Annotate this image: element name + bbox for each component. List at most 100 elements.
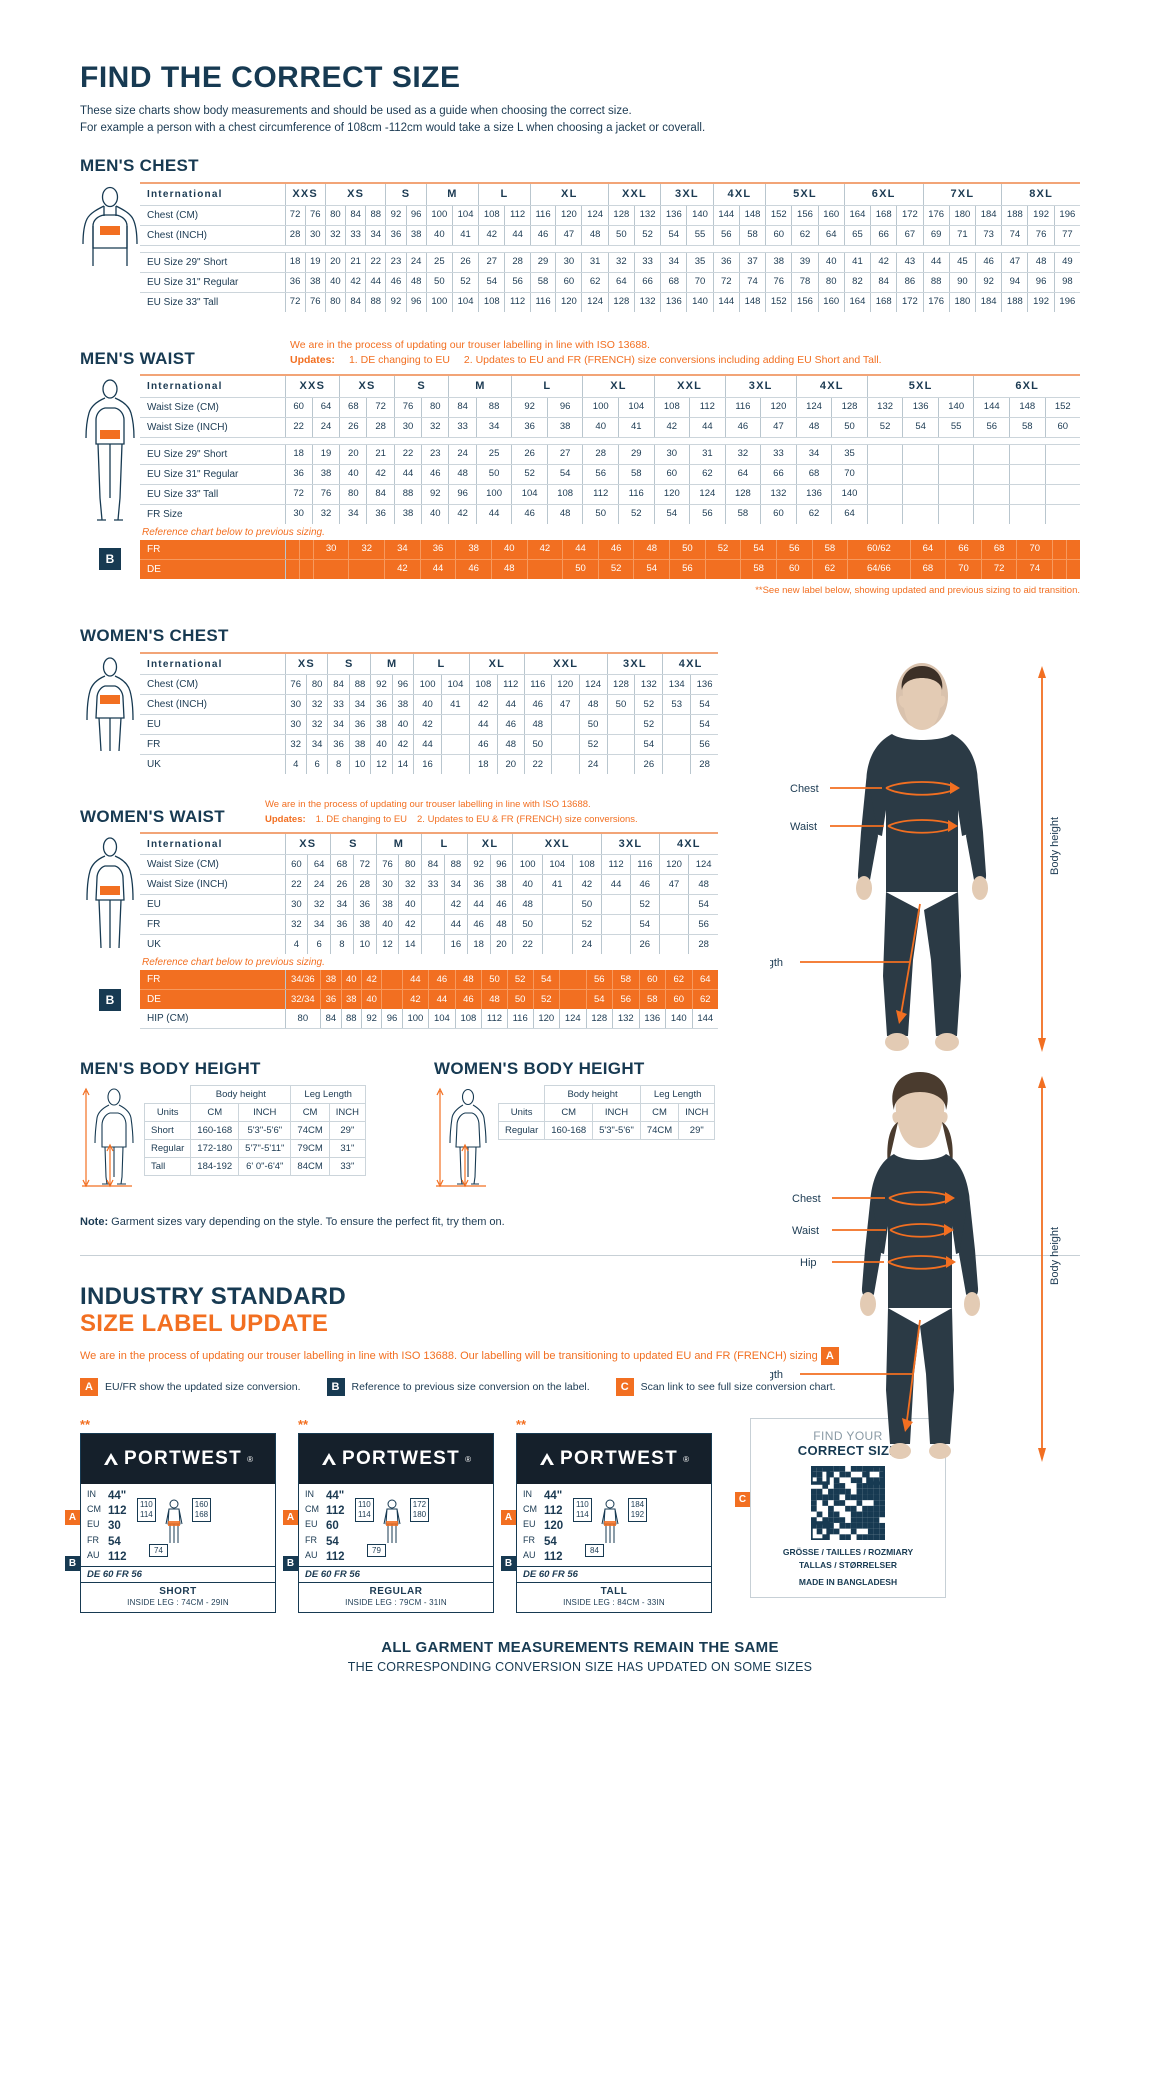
cell [938, 444, 975, 465]
table-row: UK 4 6 8 10 12 14 16 18 20 22 24 26 28 [140, 934, 718, 955]
cell: 40 [426, 225, 453, 246]
cell: 144 [713, 292, 740, 312]
womens-chest-title: WOMEN'S CHEST [80, 625, 229, 645]
cell: 136 [660, 292, 688, 312]
waist-range-box: 110 114 [355, 1498, 374, 1523]
size-key: CM [305, 1504, 319, 1515]
cell [938, 484, 975, 505]
row-label: Regular [497, 1121, 546, 1141]
cell: 124 [559, 1009, 587, 1030]
size-key: EU [87, 1519, 100, 1530]
mens-waist-update-2: 2. Updates to EU and FR (FRENCH) size co… [463, 354, 882, 367]
cell: 44 [601, 874, 631, 896]
cell: 62 [692, 989, 718, 1010]
cell: 48 [497, 734, 525, 756]
cell: 72 [353, 854, 377, 876]
mens-waist-legacy-table: FR 30 32 34 36 38 40 42 44 46 48 50 52 54 56 58 60/62 64 6… [140, 539, 1080, 579]
cell: 48 [406, 272, 427, 293]
cell: 136 [796, 484, 833, 505]
cell: 42 [654, 417, 691, 438]
cell: 26 [452, 252, 480, 273]
table-row: Waist Size (INCH) 22 24 26 28 30 32 33 34 36 38 40 4… [140, 874, 718, 896]
cell: 28 [698, 938, 709, 950]
cell: 32 [285, 914, 309, 936]
bottom-title-line1: INDUSTRY STANDARD [80, 1283, 346, 1311]
cell [285, 539, 300, 560]
mens-waist-updates-label: Updates: [290, 354, 335, 367]
table-row: Chest (INCH) 28 30 32 33 34 36 38 40 41 42 44 46 47 48… [140, 225, 1080, 246]
cell: 50 [608, 225, 635, 246]
closing-line-2: THE CORRESPONDING CONVERSION SIZE HAS UP… [347, 1660, 813, 1675]
brand-reg: ® [247, 1454, 253, 1464]
group-header: Body height [190, 1085, 292, 1105]
cell: 152 [1045, 397, 1080, 418]
cell: 43 [896, 252, 924, 273]
brand-name: PORTWEST [560, 1448, 679, 1470]
waist-range-value: 110 [576, 1500, 589, 1510]
cell: 40 [413, 694, 442, 716]
cell: 134 [662, 674, 692, 696]
size-key: CM [523, 1504, 537, 1515]
cell: 54 [654, 504, 691, 524]
brand-name: PORTWEST [342, 1448, 461, 1470]
size-header-l: L [413, 652, 470, 676]
female-chest-label: Chest [792, 1193, 821, 1205]
cell: 26 [339, 417, 368, 438]
cell: 32 [348, 539, 386, 560]
cell: 66 [945, 539, 982, 560]
cell: 34 [306, 734, 329, 756]
cell: 40 [398, 894, 423, 916]
row-label: FR [140, 970, 286, 991]
size-conversion-list: IN 44" CM 112 EU 30 FR 54 AU 112 [87, 1489, 269, 1565]
cell: 124 [796, 397, 833, 418]
row-label: FR [140, 539, 286, 560]
cell: 54 [690, 714, 718, 736]
size-row-fr: FR 54 [87, 1535, 269, 1550]
cell: 38 [353, 914, 377, 936]
cell: 172-180 [190, 1139, 240, 1159]
cell [559, 970, 587, 991]
cell: 58 [812, 539, 849, 560]
cell: 64 [831, 504, 868, 524]
cell: 54 [547, 464, 584, 485]
size-header-l: L [421, 832, 468, 856]
cell: 22 [394, 444, 423, 465]
height-range-value: 184 [630, 1500, 645, 1510]
cell: 33 [448, 417, 477, 438]
qr-card[interactable]: FIND YOUR CORRECT SIZE GRÖSSE / TAILLES / … [750, 1418, 946, 1598]
cell: 36 [420, 539, 457, 560]
cell: 46 [725, 417, 762, 438]
qr-code-icon[interactable] [811, 1466, 885, 1541]
mens-waist-update-1: 1. DE changing to EU [348, 354, 450, 367]
cell: 35 [686, 252, 714, 273]
size-value: 112 [108, 1505, 127, 1518]
group-header: Body height [544, 1085, 641, 1105]
unit-header: CM [639, 1103, 680, 1123]
cell: 68 [330, 854, 354, 876]
cell: 70 [1016, 539, 1054, 560]
cell: 136 [639, 1009, 667, 1030]
cell: 66 [870, 225, 898, 246]
cell: 92 [385, 205, 407, 226]
cell: 40 [421, 504, 450, 524]
table-row: EU Size 29" Short 18 19 20 21 22 23 24 25 26 27 28 2… [140, 444, 1080, 465]
cell: 30 [285, 894, 309, 916]
cell: 36 [467, 874, 491, 896]
cell: 60 [285, 397, 313, 418]
row-label: DE [140, 559, 286, 579]
table-row: FR Size 30 32 34 36 38 40 42 44 46 48 50 52 54 56 58 60 6… [140, 504, 1080, 524]
cell [381, 989, 403, 1010]
size-value: 112 [544, 1550, 563, 1563]
cell: 10 [353, 934, 377, 955]
height-range-value: 192 [630, 1510, 645, 1520]
womens-waist-notice: We are in the process of updating our tr… [265, 798, 718, 827]
cell: 92 [975, 272, 1003, 293]
cell: 96 [406, 205, 427, 226]
cell: 124 [581, 205, 609, 226]
fit-name: SHORT [159, 1586, 197, 1598]
cell: 100 [582, 397, 619, 418]
table-row: DE 42 44 46 48 50 52 54 56 58 60 62 64/66 68 70 72 74 [140, 559, 1080, 579]
legend-key-c: C Scan link to see full size conversion c… [615, 1378, 836, 1397]
cell: 128 [725, 484, 762, 505]
size-value: 54 [326, 1535, 339, 1548]
